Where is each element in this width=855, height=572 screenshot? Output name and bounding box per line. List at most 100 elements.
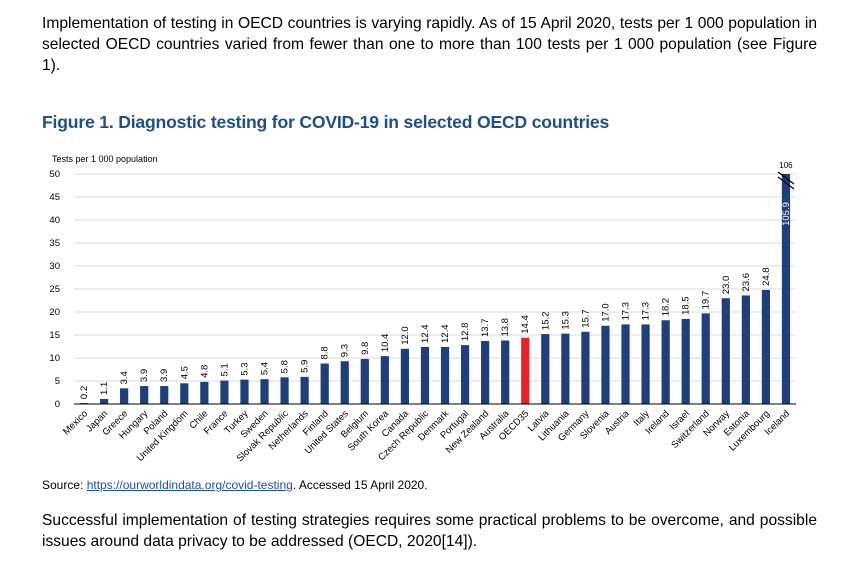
truncated-top-label: 106 [779, 161, 793, 170]
intro-paragraph: Implementation of testing in OECD countr… [42, 15, 817, 74]
bar [701, 313, 710, 404]
x-tick-label: Mexico [61, 408, 90, 437]
value-label: 3.9 [159, 369, 170, 382]
value-label: 14.4 [520, 315, 531, 334]
value-label: 17.3 [621, 302, 632, 321]
value-label: 105.9 [781, 202, 792, 226]
value-label: 23.0 [721, 276, 732, 295]
value-label: 1.1 [99, 382, 110, 395]
y-tick-label: 45 [49, 192, 60, 203]
value-label: 4.5 [179, 366, 190, 379]
bar [320, 363, 329, 404]
value-label: 9.8 [360, 342, 371, 355]
figure-title: Figure 1. Diagnostic testing for COVID-1… [42, 112, 610, 132]
value-label: 0.2 [79, 386, 90, 399]
value-label: 8.8 [320, 346, 331, 359]
bar [120, 388, 129, 404]
source-link[interactable]: https://ourworldindata.org/covid-testing [86, 478, 293, 492]
y-tick-label: 0 [55, 399, 60, 410]
value-label: 10.4 [380, 334, 391, 353]
value-label: 17.0 [600, 303, 611, 322]
value-label: 18.2 [661, 298, 672, 317]
bar [481, 340, 490, 404]
bar [501, 340, 510, 404]
value-label: 12.0 [400, 326, 411, 345]
bar [621, 324, 630, 404]
bar [300, 376, 309, 404]
bar [440, 346, 450, 404]
y-tick-label: 50 [49, 169, 60, 180]
bar [601, 325, 610, 404]
source-suffix: . Accessed 15 April 2020. [292, 478, 428, 492]
value-label: 4.8 [199, 365, 210, 378]
bar [420, 346, 430, 404]
value-label: 24.8 [761, 267, 772, 286]
bar [561, 333, 570, 404]
value-label: 19.7 [701, 291, 712, 310]
bar [380, 356, 389, 404]
bar [781, 174, 791, 404]
bar [761, 289, 771, 404]
value-label: 13.8 [500, 318, 511, 337]
value-label: 5.3 [239, 362, 250, 375]
gridlines [74, 173, 796, 382]
bar [360, 358, 369, 404]
bar [160, 386, 169, 404]
bar [140, 386, 149, 404]
value-label: 15.7 [580, 309, 591, 328]
value-label: 3.9 [139, 369, 150, 382]
axis-break-mark [777, 176, 795, 190]
bar [721, 298, 730, 404]
bar [521, 337, 530, 404]
y-tick-label: 30 [49, 261, 60, 272]
value-label: 5.4 [260, 362, 271, 375]
bar [220, 380, 229, 404]
value-label: 18.5 [681, 296, 692, 315]
value-labels: 0.2 1.1 3.4 3.9 3.9 4.5 4.8 5.1 5.3 5.4 5.8 5.9 8.8 9… [79, 161, 795, 399]
value-label: 3.4 [119, 371, 130, 384]
bar [641, 324, 650, 404]
value-label: 13.7 [480, 318, 491, 337]
axis-break-mark [777, 171, 795, 185]
bar [99, 398, 109, 404]
bar [200, 381, 209, 404]
bars [79, 174, 791, 404]
source-prefix: Source: [42, 478, 87, 492]
value-label: 5.8 [280, 360, 291, 373]
value-label: 15.2 [540, 312, 551, 331]
y-tick-label: 40 [49, 215, 60, 226]
bar [240, 379, 249, 404]
bar [460, 345, 470, 404]
value-label: 15.3 [560, 311, 571, 330]
value-label: 12.4 [420, 324, 431, 343]
source-line: Source: https://ourworldindata.org/covid… [42, 478, 428, 492]
bar [260, 379, 269, 404]
y-tick-label: 25 [49, 284, 60, 295]
bar [280, 377, 289, 404]
bar [581, 331, 590, 404]
value-label: 17.3 [641, 302, 652, 321]
y-tick-label: 35 [49, 238, 60, 249]
bar [681, 318, 690, 404]
bar [741, 295, 750, 404]
y-axis-title: Tests per 1 000 population [52, 154, 158, 164]
bar [661, 320, 670, 404]
y-tick-label: 15 [49, 330, 60, 341]
value-label: 12.8 [460, 323, 471, 342]
bar [180, 383, 189, 404]
value-label: 12.4 [440, 324, 451, 343]
y-axis-ticks: 0 5 10 15 20 25 30 35 40 45 50 [49, 169, 60, 410]
y-tick-label: 5 [55, 376, 60, 387]
value-label: 9.3 [340, 344, 351, 357]
conclusion-paragraph: Successful implementation of testing str… [42, 512, 817, 550]
value-label: 23.6 [741, 273, 752, 292]
y-tick-label: 20 [49, 307, 60, 318]
bar [340, 361, 349, 404]
value-label: 5.9 [300, 360, 311, 373]
value-label: 5.1 [219, 363, 230, 376]
y-tick-label: 10 [49, 353, 60, 364]
bar [400, 348, 410, 404]
bar [541, 334, 550, 404]
